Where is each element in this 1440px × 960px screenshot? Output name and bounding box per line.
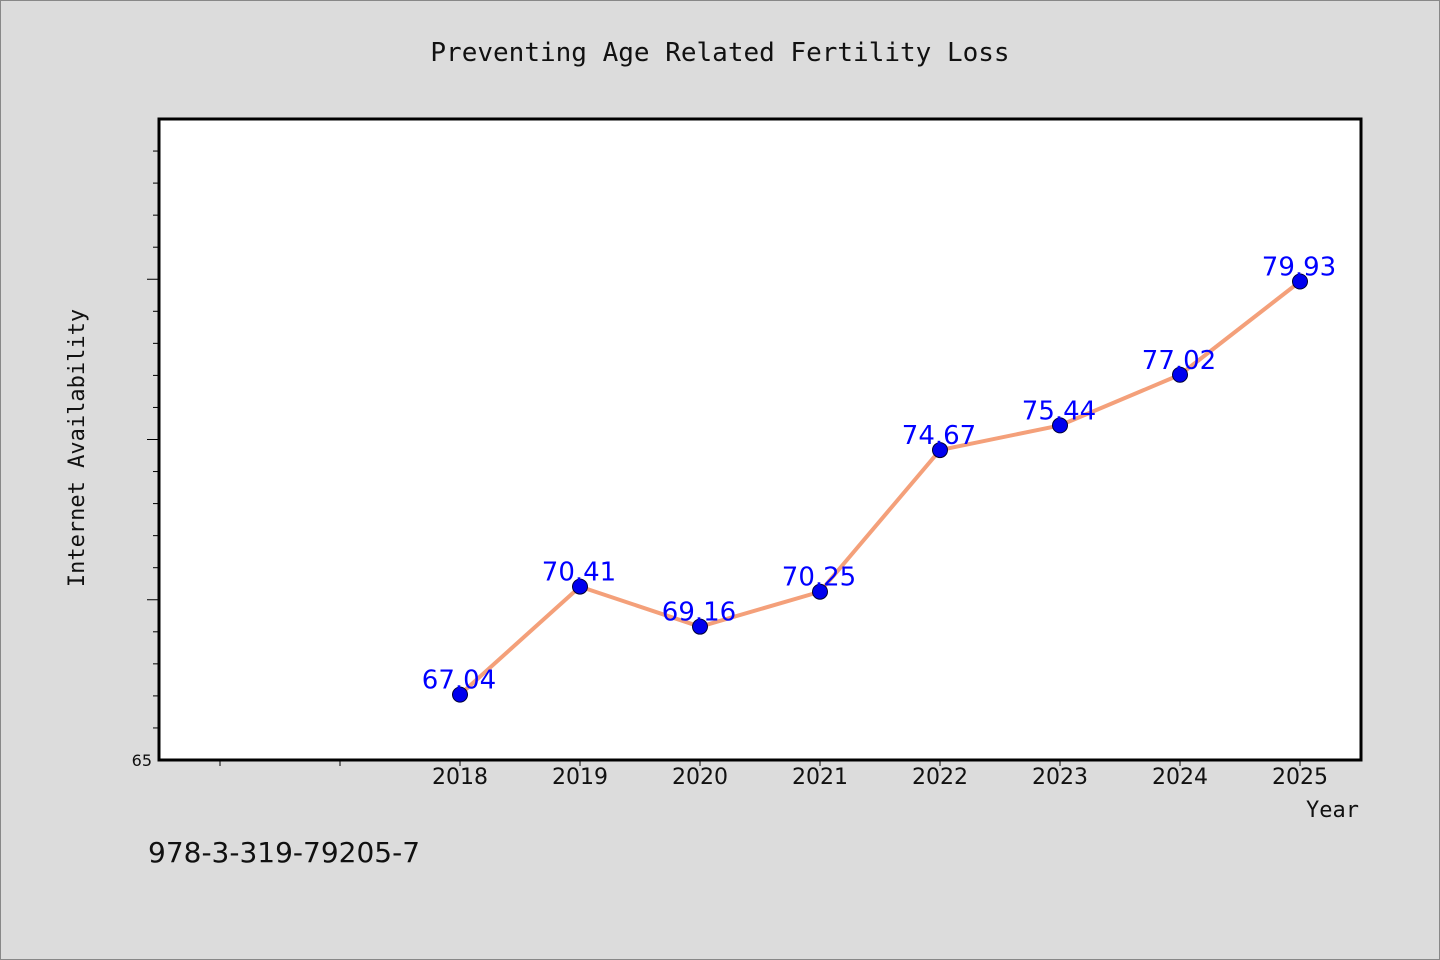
data-label: 75.44 [1022,396,1096,426]
x-tick-label: 2018 [432,765,488,790]
x-axis-ticks [219,760,1301,766]
data-label: 70.25 [782,563,856,593]
data-label: 67.04 [422,666,496,696]
x-tick-label: 2019 [552,765,608,790]
data-point [1052,417,1068,434]
x-axis-tick-labels: 2018 2019 2020 2021 2022 2023 2024 2025 [432,765,1328,790]
data-label: 70.41 [542,558,616,588]
x-tick-label: 2023 [1032,765,1088,790]
x-tick-label: 2021 [792,765,848,790]
x-tick-label: 2025 [1272,765,1328,790]
y-axis-ticks [147,150,159,729]
x-tick-label: 2020 [672,765,728,790]
data-point [572,578,588,595]
x-tick-label: 2022 [912,765,968,790]
data-label: 74.67 [902,421,976,451]
x-tick-label: 2024 [1152,765,1208,790]
data-point [932,442,948,459]
y-tick-label-min: 65 [132,751,152,770]
data-point [1292,273,1308,290]
data-point [812,583,828,600]
data-label: 77.02 [1142,346,1216,376]
footer-id-text: 978-3-319-79205-7 [148,836,420,869]
series-line-group: 67.04 70.41 69.16 70.25 74.67 75.44 77.02 79.93 [422,252,1336,703]
chart-title: Preventing Age Related Fertility Loss [430,38,1009,68]
data-label: 79.93 [1262,252,1336,282]
plot-area [157,117,1363,762]
y-axis-label: Internet Availability [65,309,90,587]
data-point [1172,366,1188,383]
data-label: 69.16 [662,598,736,628]
series-line [458,279,1302,697]
data-point [452,686,468,703]
x-axis-label: Year [1306,798,1359,823]
data-point [692,618,708,635]
